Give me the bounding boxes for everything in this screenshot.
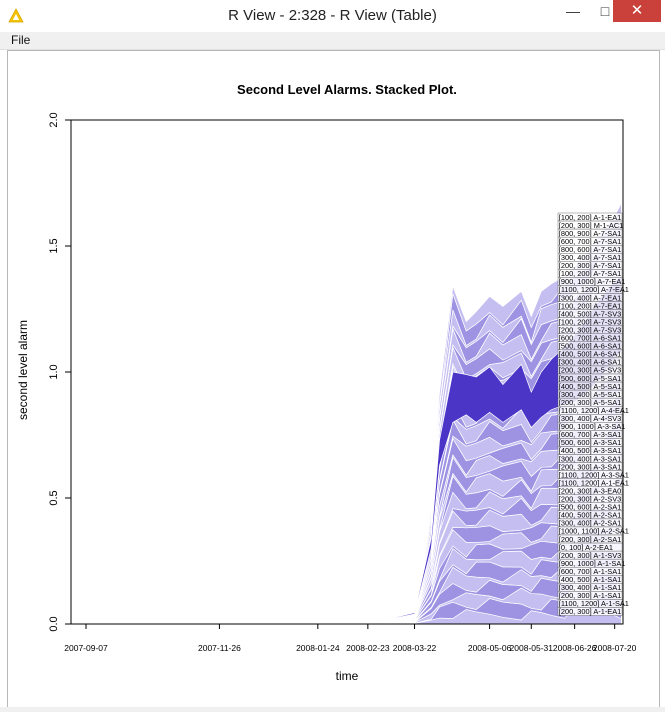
legend-entry-box (557, 607, 623, 616)
legend-label: [400, 500] A-2-SA1 (559, 511, 621, 520)
x-tick-label: 2007-09-07 (64, 643, 108, 653)
maximize-button[interactable]: □ (600, 3, 610, 19)
legend-label: [300, 400] A-6-SA1 (559, 358, 621, 367)
legend-label: [1100, 1200] A-1-SA1 (559, 599, 629, 608)
legend-label: [200, 300] A-1-SA1 (559, 591, 621, 600)
title-bar: R View - 2:328 - R View (Table) — □ ✕ (0, 0, 665, 32)
window-bottom-edge (0, 707, 665, 712)
legend-entry: [200, 300] A-1-EA1 (557, 607, 623, 616)
legend-label: [0, 100] A-2-EA1 (559, 543, 613, 552)
legend-label: [300, 400] A-3-SA1 (559, 454, 621, 463)
legend-label: [900, 1000] A-1-SA1 (559, 559, 626, 568)
y-tick-label: 0.5 (48, 490, 60, 505)
legend-label: [300, 400] A-1-SA1 (559, 583, 621, 592)
legend-label: [300, 400] A-7-SA1 (559, 253, 621, 262)
x-tick-label: 2008-05-31 (510, 643, 554, 653)
legend-label: [200, 300] A-3-SA1 (559, 462, 621, 471)
legend-label: [200, 300] A-3-EA0 (559, 486, 621, 495)
menu-bar: File (0, 32, 665, 50)
x-tick-label: 2008-05-06 (468, 643, 512, 653)
legend-label: [1100, 1200] A-1-EA1 (559, 478, 629, 487)
legend-label: [1000, 1100] A-2-SA1 (559, 527, 629, 536)
y-tick-label: 1.0 (48, 364, 60, 379)
window-title: R View - 2:328 - R View (Table) (228, 7, 437, 24)
legend-label: [500, 600] A-6-SA1 (559, 342, 621, 351)
legend-label: [200, 300] A-2-SA1 (559, 535, 621, 544)
legend-label: [200, 300] A-2-SV3 (559, 495, 621, 504)
x-tick-label: 2008-01-24 (296, 643, 340, 653)
x-axis-label: time (336, 669, 359, 683)
legend-label: [400, 500] A-1-SA1 (559, 575, 621, 584)
axes: 0.0 0.5 1.0 1.5 2.0 2007-09-07 2007-11-26 2008-… (48, 112, 637, 653)
legend-label: [900, 1000] A-3-SA1 (559, 422, 626, 431)
legend-label: [400, 500] A-7-SV3 (559, 309, 621, 318)
y-tick-label: 1.5 (48, 238, 60, 253)
menu-file[interactable]: File (11, 33, 31, 47)
legend-label: [300, 400] A-7-EA1 (559, 293, 621, 302)
legend-label: [600, 700] A-3-SA1 (559, 430, 621, 439)
legend-label: [200, 300] A-5-SV3 (559, 366, 621, 375)
y-tick-label: 2.0 (48, 112, 60, 127)
legend-label: [500, 600] A-2-SA1 (559, 503, 621, 512)
x-tick-label: 2008-06-26 (553, 643, 597, 653)
legend-label: [800, 900] A-7-SA1 (559, 229, 621, 238)
legend-label: [100, 200] A-7-SV3 (559, 317, 621, 326)
legend-label: [500, 600] A-5-SA1 (559, 374, 621, 383)
x-tick-label: 2008-07-20 (593, 643, 637, 653)
legend-label: [1100, 1200] A-7-EA1 (559, 285, 629, 294)
legend-label: [600, 700] A-7-SA1 (559, 237, 621, 246)
minimize-button[interactable]: — (566, 3, 580, 19)
chart-title: Second Level Alarms. Stacked Plot. (237, 82, 457, 97)
legend-label: [600, 700] A-1-SA1 (559, 567, 621, 576)
legend: [100, 200] A-1-EA1[200, 300] M-1-AC1[800… (557, 213, 629, 616)
legend-label: [100, 200] A-7-EA1 (559, 301, 621, 310)
y-axis-label: second level alarm (16, 320, 30, 420)
legend-label: [400, 500] A-6-SA1 (559, 350, 621, 359)
legend-label: [200, 300] A-5-SA1 (559, 398, 621, 407)
x-tick-label: 2008-02-23 (346, 643, 390, 653)
legend-label: [500, 600] A-3-SA1 (559, 438, 621, 447)
legend-label: [200, 300] A-1-EA1 (559, 607, 621, 616)
legend-label: [100, 200] A-7-SA1 (559, 269, 621, 278)
legend-label: [100, 200] A-1-EA1 (559, 213, 621, 222)
legend-label: [400, 500] A-5-SA1 (559, 382, 621, 391)
y-tick-label: 0.0 (48, 616, 60, 631)
legend-label: [1100, 1200] A-3-SA1 (559, 470, 629, 479)
legend-label: [900, 1000] A-7-EA1 (559, 277, 626, 286)
x-tick-label: 2008-03-22 (393, 643, 437, 653)
app-triangle-icon (8, 8, 24, 23)
legend-label: [200, 300] A-1-SV3 (559, 551, 621, 560)
legend-label: [200, 300] M-1-AC1 (559, 221, 624, 230)
legend-label: [200, 300] A-7-SA1 (559, 261, 621, 270)
legend-label: [800, 600] A-7-SA1 (559, 245, 621, 254)
legend-label: [200, 300] A-7-SV3 (559, 325, 621, 334)
legend-label: [400, 500] A-3-SA1 (559, 446, 621, 455)
close-button[interactable]: ✕ (613, 0, 661, 22)
legend-label: [600, 700] A-6-SA1 (559, 334, 621, 343)
x-tick-label: 2007-11-26 (198, 643, 241, 653)
legend-label: [1100, 1200] A-4-EA1 (559, 406, 629, 415)
legend-label: [300, 400] A-5-SA1 (559, 390, 621, 399)
legend-label: [300, 400] A-4-SV3 (559, 414, 621, 423)
legend-label: [300, 400] A-2-SA1 (559, 519, 621, 528)
